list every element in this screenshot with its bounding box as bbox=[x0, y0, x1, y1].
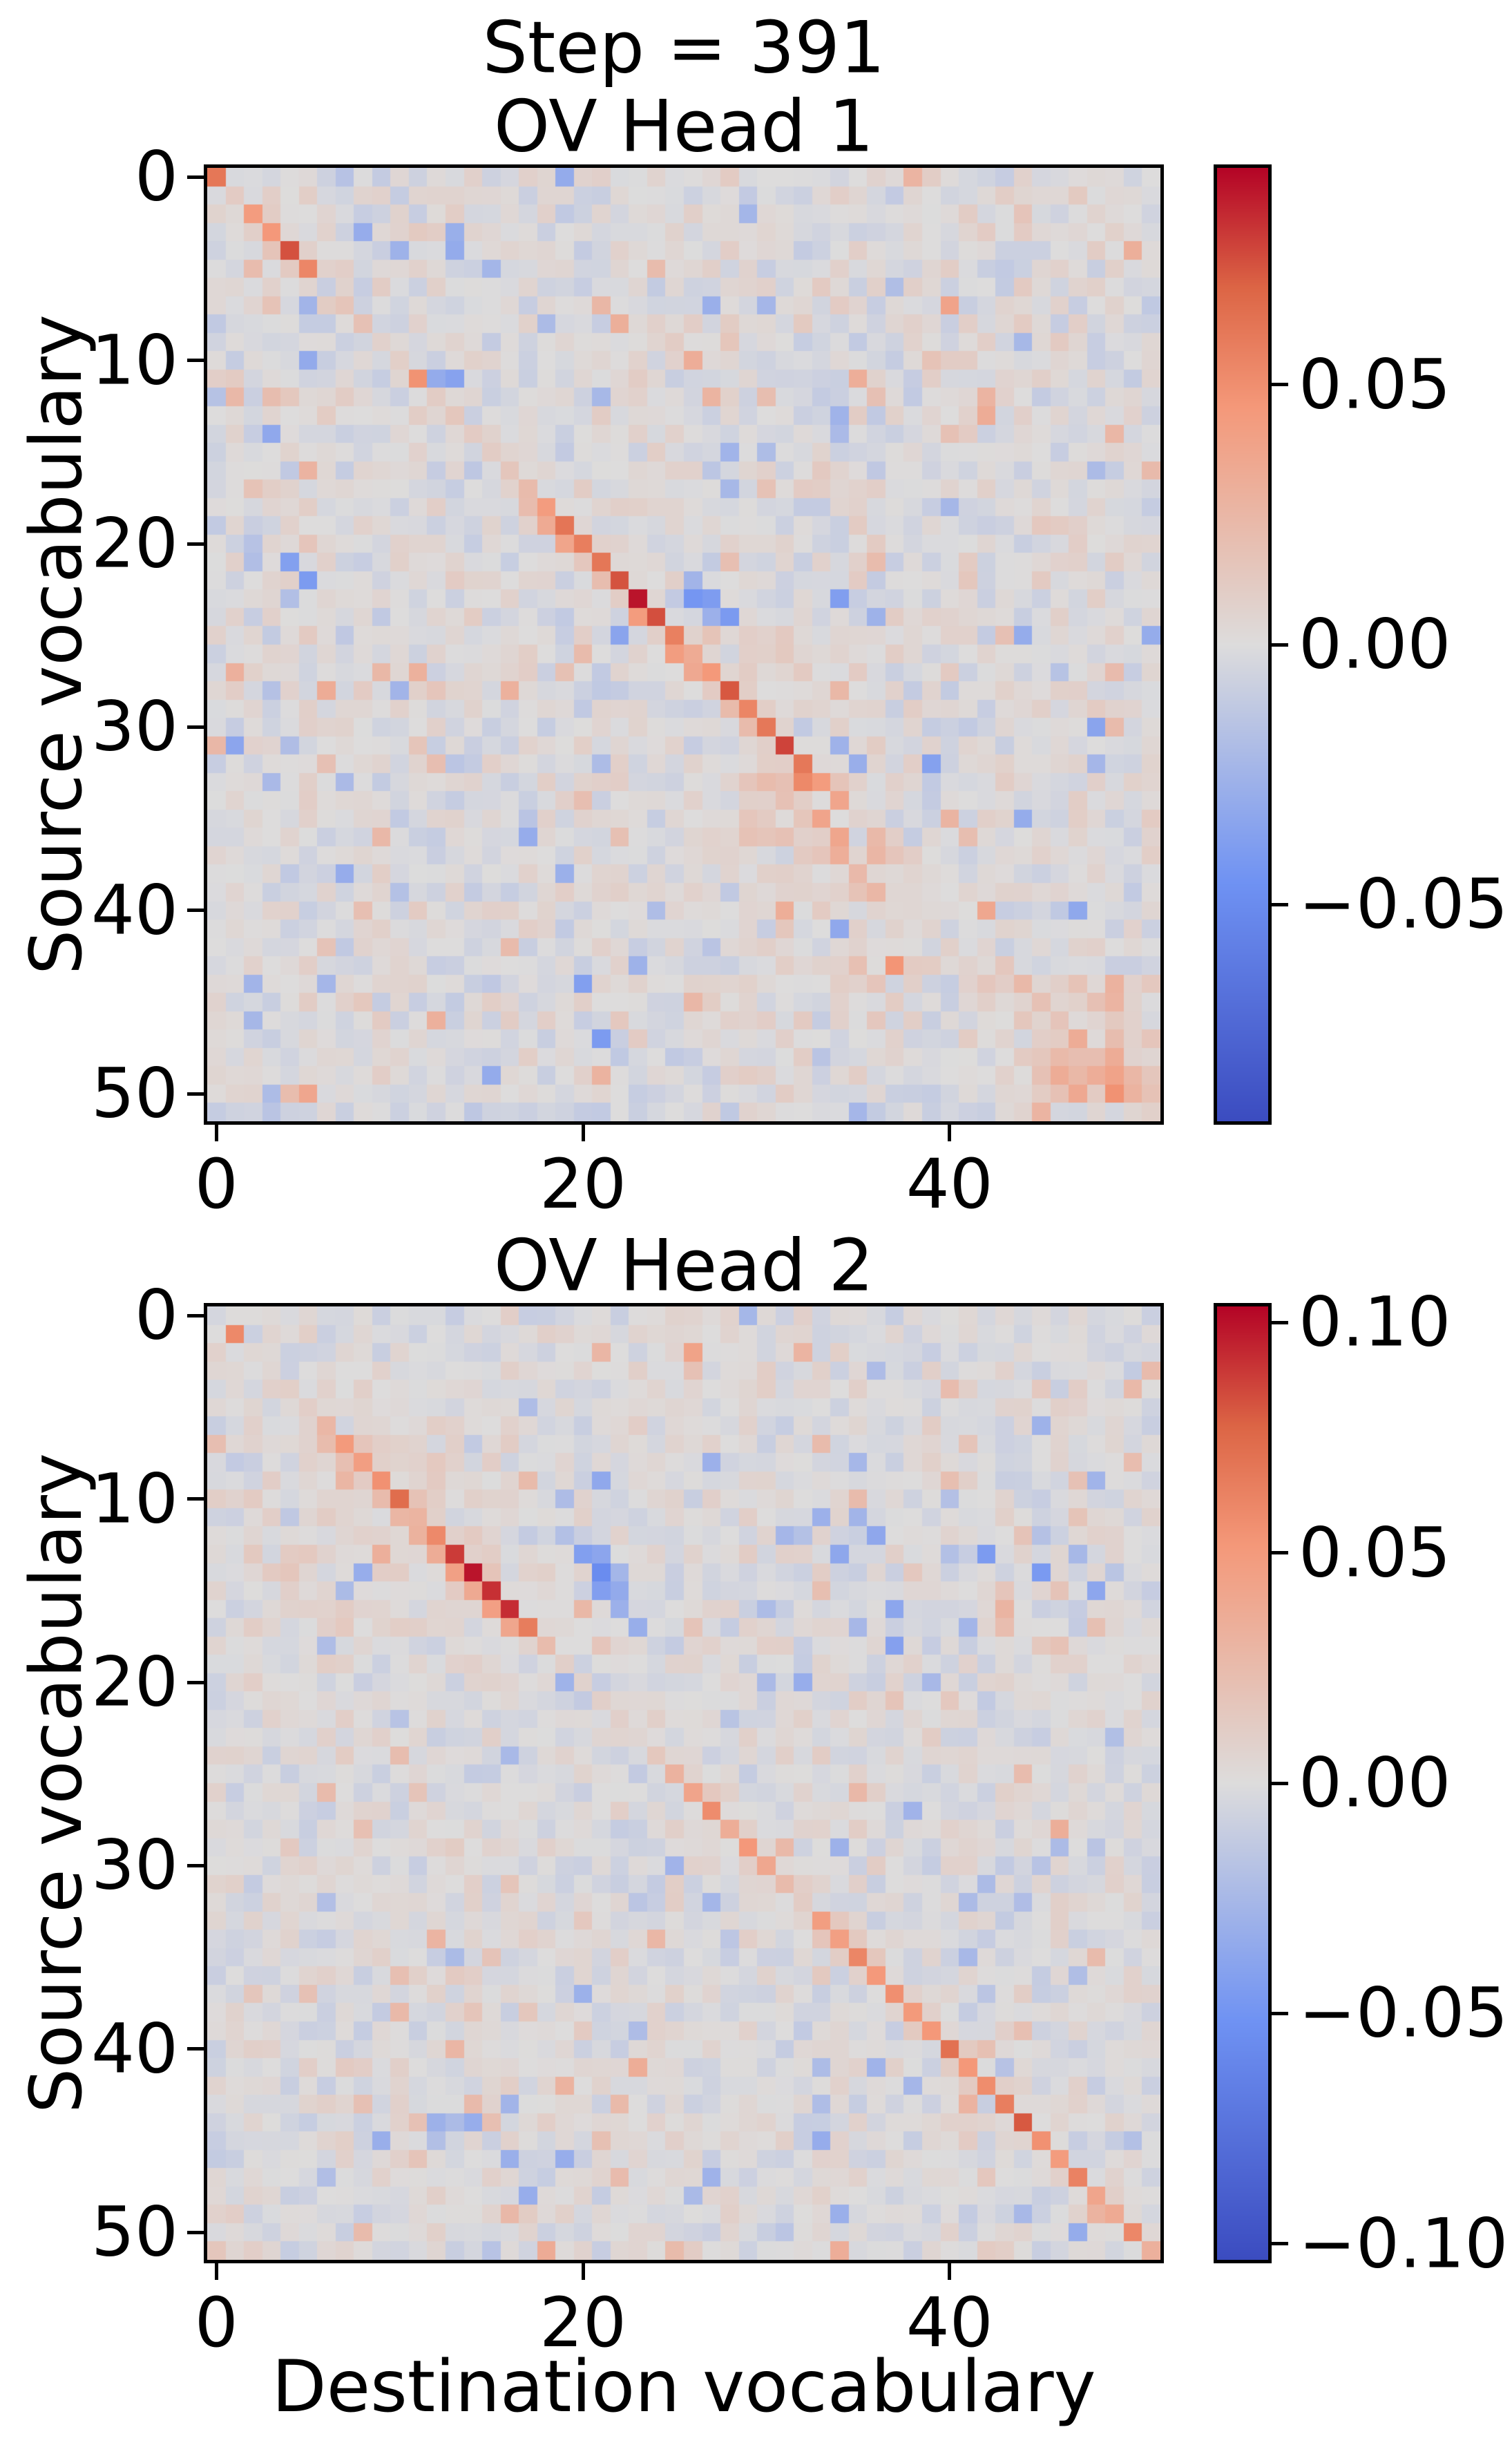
y-tick bbox=[187, 2230, 204, 2234]
x-tick bbox=[581, 2263, 585, 2280]
x-axis-label: Destination vocabulary bbox=[271, 2346, 1096, 2428]
colorbar-tick bbox=[1272, 383, 1288, 387]
colorbar-tick bbox=[1272, 1781, 1288, 1785]
colorbar-tick-label: −0.05 bbox=[1299, 864, 1509, 944]
colorbar-panel2 bbox=[1214, 1303, 1272, 2263]
y-tick-label: 10 bbox=[91, 1459, 178, 1539]
colorbar-tick bbox=[1272, 2242, 1288, 2246]
x-tick-label: 20 bbox=[539, 1145, 627, 1224]
x-tick bbox=[581, 1125, 585, 1141]
colorbar-tick-label: −0.10 bbox=[1299, 2204, 1509, 2284]
x-tick-label: 0 bbox=[194, 2283, 238, 2363]
x-tick-label: 40 bbox=[906, 1145, 993, 1224]
colorbar-panel1-canvas bbox=[1217, 168, 1268, 1121]
panel1-title: OV Head 1 bbox=[493, 85, 874, 169]
y-tick-label: 20 bbox=[91, 1642, 178, 1722]
colorbar-tick bbox=[1272, 1551, 1288, 1555]
y-tick bbox=[187, 1092, 204, 1096]
y-tick bbox=[187, 725, 204, 729]
y-tick bbox=[187, 1863, 204, 1867]
x-tick bbox=[214, 2263, 218, 2280]
colorbar-tick bbox=[1272, 2011, 1288, 2015]
heatmap-panel1-canvas bbox=[207, 168, 1160, 1121]
x-tick bbox=[948, 1125, 952, 1141]
heatmap-panel1 bbox=[204, 164, 1164, 1125]
colorbar-tick-label: 0.00 bbox=[1299, 605, 1451, 685]
y-tick bbox=[187, 2047, 204, 2051]
y-tick-label: 10 bbox=[91, 321, 178, 401]
y-tick-label: 50 bbox=[91, 2192, 178, 2272]
y-tick-label: 20 bbox=[91, 504, 178, 584]
y-tick-label: 30 bbox=[91, 1825, 178, 1905]
colorbar-tick-label: 0.05 bbox=[1299, 345, 1451, 425]
y-tick bbox=[187, 1313, 204, 1317]
colorbar-panel2-canvas bbox=[1217, 1306, 1268, 2260]
heatmap-panel2-canvas bbox=[207, 1306, 1160, 2260]
y-tick-label: 50 bbox=[91, 1054, 178, 1134]
figure-suptitle: Step = 391 bbox=[482, 6, 886, 90]
x-tick bbox=[948, 2263, 952, 2280]
colorbar-tick bbox=[1272, 902, 1288, 906]
y-tick-label: 40 bbox=[91, 2009, 178, 2089]
x-tick bbox=[214, 1125, 218, 1141]
y-tick bbox=[187, 542, 204, 546]
heatmap-panel2 bbox=[204, 1303, 1164, 2263]
x-tick-label: 20 bbox=[539, 2283, 627, 2363]
colorbar-tick bbox=[1272, 1320, 1288, 1324]
y-tick-label: 0 bbox=[135, 1275, 178, 1355]
y-tick-label: 0 bbox=[135, 137, 178, 217]
y-tick bbox=[187, 1497, 204, 1501]
colorbar-tick bbox=[1272, 643, 1288, 647]
y-tick-label: 40 bbox=[91, 871, 178, 951]
colorbar-panel1 bbox=[1214, 164, 1272, 1125]
y-tick bbox=[187, 359, 204, 363]
x-tick-label: 0 bbox=[194, 1145, 238, 1224]
y-tick bbox=[187, 175, 204, 179]
panel2-title: OV Head 2 bbox=[493, 1224, 874, 1308]
colorbar-tick-label: −0.05 bbox=[1299, 1973, 1509, 2053]
y-tick bbox=[187, 908, 204, 913]
x-tick-label: 40 bbox=[906, 2283, 993, 2363]
colorbar-tick-label: 0.00 bbox=[1299, 1743, 1451, 1823]
colorbar-tick-label: 0.05 bbox=[1299, 1513, 1451, 1593]
colorbar-tick-label: 0.10 bbox=[1299, 1282, 1451, 1362]
y-tick-label: 30 bbox=[91, 687, 178, 767]
y-tick bbox=[187, 1680, 204, 1684]
